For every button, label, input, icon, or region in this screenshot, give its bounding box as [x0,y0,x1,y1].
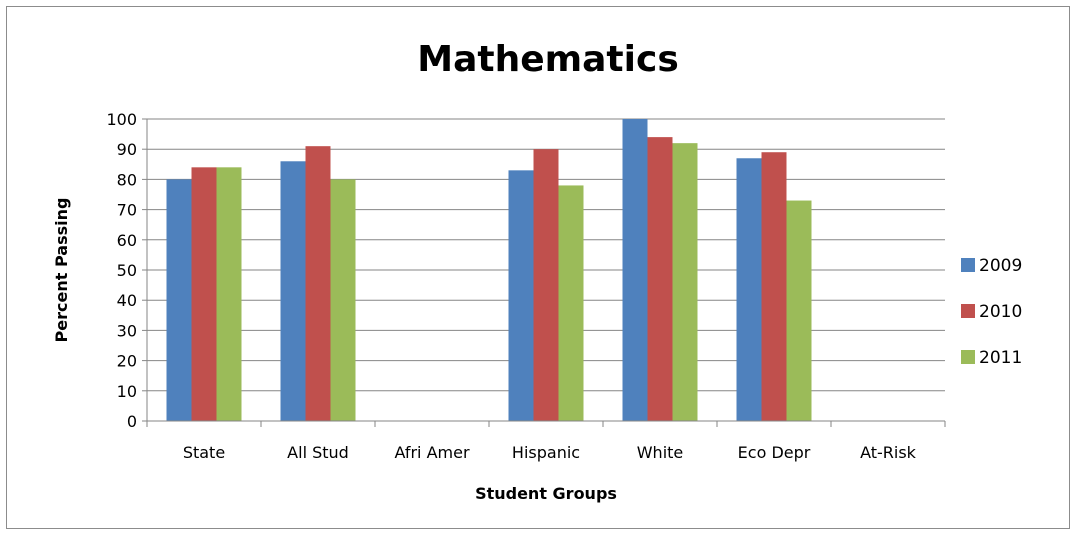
x-tick-label: All Stud [287,443,349,462]
x-tick-label: White [637,443,684,462]
chart-title: Mathematics [417,39,679,80]
y-tick-label: 60 [117,231,137,250]
x-tick-label: Afri Amer [394,443,469,462]
bar-2011-eco-depr [786,200,812,421]
y-tick-label: 100 [106,110,137,129]
legend-swatch-2010 [961,304,975,318]
bar-2010-hispanic [533,149,559,421]
legend-swatch-2011 [961,350,975,364]
x-tick-label: At-Risk [860,443,917,462]
y-tick-label: 90 [117,140,137,159]
legend-label-2011: 2011 [979,348,1022,368]
legend-label-2010: 2010 [979,302,1022,322]
x-tick-label: State [183,443,225,462]
bars [166,119,812,421]
bar-2011-all-stud [330,179,356,421]
legend: 2009 2010 2011 [961,256,1022,368]
legend-swatch-2009 [961,258,975,272]
y-tick-label: 70 [117,201,137,220]
bar-2010-state [191,167,217,421]
bar-2011-white [672,143,698,421]
y-tick-label: 20 [117,352,137,371]
y-tick-label: 0 [127,412,137,431]
bar-2009-all-stud [280,161,306,421]
y-tick-label: 40 [117,291,137,310]
legend-label-2009: 2009 [979,256,1022,276]
bar-2011-hispanic [558,185,584,421]
bar-2011-state [216,167,242,421]
y-tick-label: 80 [117,170,137,189]
bar-2010-white [647,137,673,421]
x-tick-label: Hispanic [512,443,580,462]
bar-2010-eco-depr [761,152,787,421]
y-axis-title: Percent Passing [52,198,71,343]
x-axis-title: Student Groups [475,484,617,503]
y-axis-ticks: 0 10 20 30 40 50 60 70 80 90 100 [106,110,137,431]
bar-2009-hispanic [508,170,534,421]
bar-2009-state [166,179,192,421]
x-axis-ticks: State All Stud Afri Amer Hispanic White Eco D… [183,443,917,462]
bar-2009-eco-depr [736,158,762,421]
axes [142,118,946,427]
x-tick-label: Eco Depr [738,443,811,462]
bar-2010-all-stud [305,146,331,421]
y-tick-label: 10 [117,382,137,401]
bar-2009-white [622,119,648,421]
y-tick-label: 30 [117,321,137,340]
y-tick-label: 50 [117,261,137,280]
